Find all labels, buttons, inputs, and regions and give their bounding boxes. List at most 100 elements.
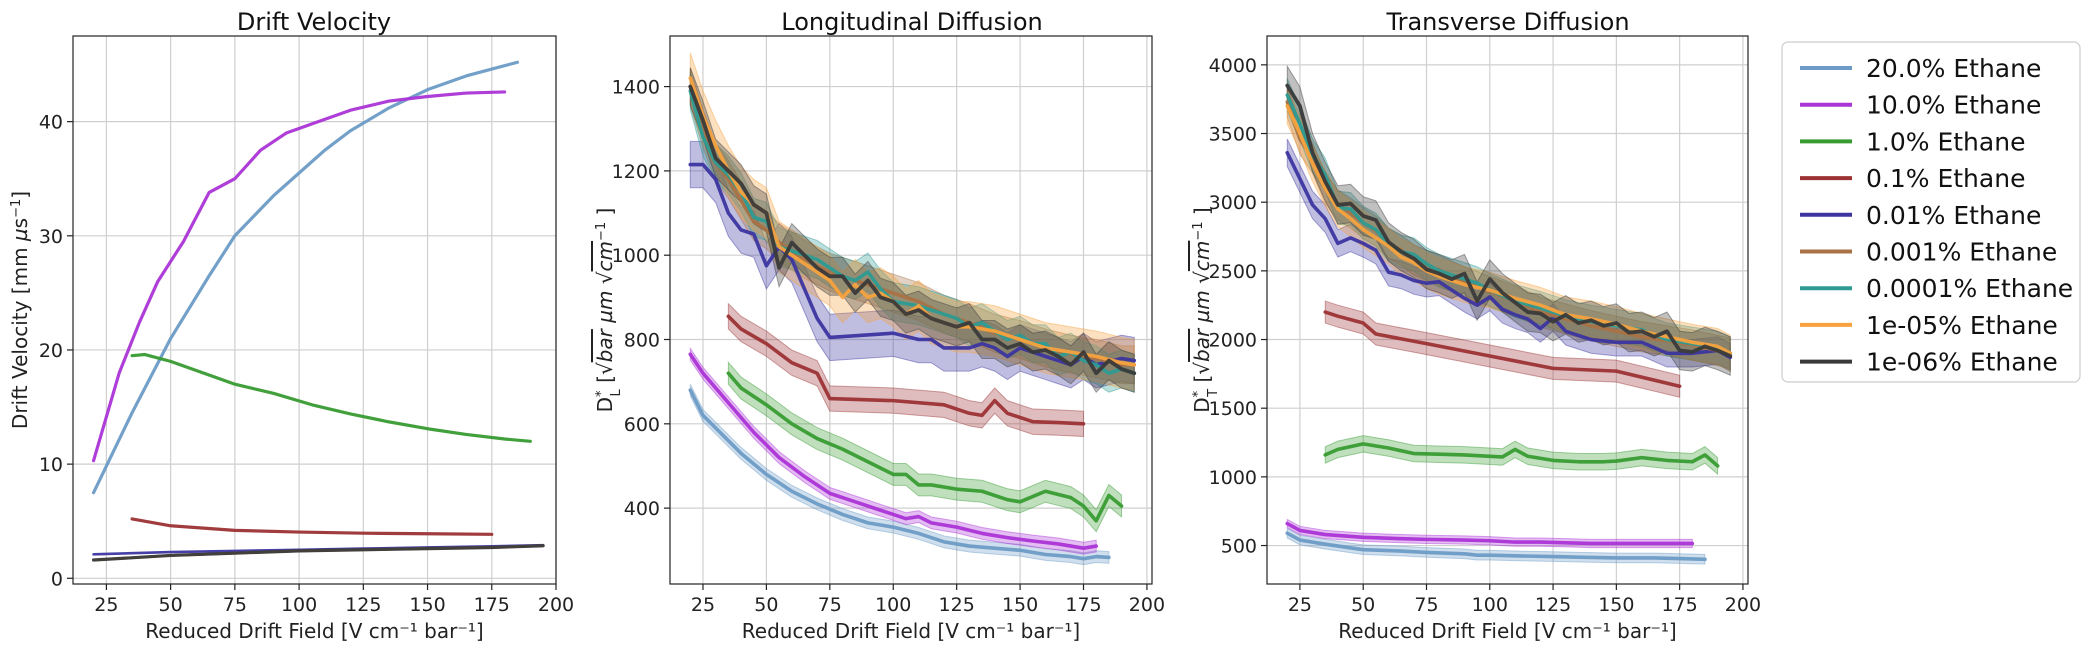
x-tick-label: 75 <box>223 594 247 616</box>
panel-transverse-diffusion: Transverse Diffusion 25 50 75 100 125 150 175 2… <box>1190 8 1761 643</box>
y-tick-label: 2000 <box>1209 330 1257 352</box>
y-tick-label: 20 <box>39 340 63 362</box>
x-tick-label: 50 <box>754 594 778 616</box>
y-axis-label-sub: L <box>609 388 624 396</box>
y-tick-label: 30 <box>39 226 63 248</box>
series-line-20-0-ethane <box>1285 531 1707 562</box>
y-axis-label-close: ] <box>8 191 32 199</box>
series-line-0-1-ethane <box>1323 310 1682 389</box>
y-axis-label: D*T [√bar µm √cm−1 ] <box>1190 207 1221 412</box>
x-tick-label: 175 <box>474 594 510 616</box>
y-axis-label-close: ] <box>593 208 617 222</box>
legend-label: 0.0001% Ethane <box>1866 274 2073 303</box>
x-axis-label: Reduced Drift Field [V cm⁻¹ bar⁻¹] <box>742 619 1080 643</box>
series-line-0-01-ethane <box>1285 150 1733 360</box>
series-lines <box>91 60 545 562</box>
y-tick-label: 3000 <box>1209 192 1257 214</box>
x-tick-label: 75 <box>818 594 842 616</box>
y-tick-label: 1200 <box>612 161 660 183</box>
series-line-1e-06-ethane <box>1285 83 1733 358</box>
series-lines <box>1285 83 1733 562</box>
axes-frame <box>1266 35 1749 585</box>
ticks: 25 50 75 100 125 150 175 200 400 600 800 1000 1200 14… <box>612 77 1165 616</box>
y-tick-label: 800 <box>624 330 660 352</box>
series-line-1e-06-ethane <box>91 544 545 562</box>
panel-title: Longitudinal Diffusion <box>781 8 1042 36</box>
legend-label: 0.01% Ethane <box>1866 201 2041 230</box>
y-axis-label-exp: −1 <box>1191 221 1206 240</box>
error-band-0-001-ethane <box>689 67 1135 385</box>
legend-label: 0.1% Ethane <box>1866 164 2025 193</box>
series-lines <box>688 76 1137 561</box>
series-line-1e-06-ethane <box>688 84 1137 376</box>
y-tick-label: 4000 <box>1209 55 1257 77</box>
y-tick-label: 2500 <box>1209 261 1257 283</box>
y-axis-label-bar: bar <box>593 327 617 362</box>
y-axis-label-um: µm √ <box>593 271 617 329</box>
y-axis-label-cm: cm <box>593 241 617 271</box>
y-tick-label: 10 <box>39 454 63 476</box>
x-tick-label: 100 <box>281 594 317 616</box>
legend-label: 10.0% Ethane <box>1866 91 2041 120</box>
y-tick-label: 1000 <box>612 245 660 267</box>
legend-box <box>1781 41 2081 383</box>
y-tick-label: 3500 <box>1209 124 1257 146</box>
y-axis-label: Drift Velocity [mm µs−1] <box>8 191 32 429</box>
y-axis-label-d: D <box>593 397 617 412</box>
x-axis-label: Reduced Drift Field [V cm⁻¹ bar⁻¹] <box>145 619 483 643</box>
panel-title: Drift Velocity <box>237 8 391 36</box>
y-axis-label-sub: T <box>1206 389 1221 398</box>
y-axis-label-exp: −1 <box>9 199 24 218</box>
x-tick-label: 125 <box>1535 594 1571 616</box>
y-tick-label: 600 <box>624 414 660 436</box>
series-line-10-0-ethane <box>91 90 507 463</box>
error-band-0-1-ethane <box>1324 300 1681 398</box>
x-tick-label: 50 <box>159 594 183 616</box>
y-tick-label: 1400 <box>612 77 660 99</box>
series-line-0-0001-ethane <box>688 89 1137 376</box>
series-line-0-01-ethane <box>688 162 1137 367</box>
error-band-1-0-ethane <box>1324 435 1719 476</box>
y-tick-label: 1000 <box>1209 467 1257 489</box>
series-line-1-0-ethane <box>1323 442 1720 468</box>
legend-label: 1.0% Ethane <box>1866 127 2025 156</box>
x-tick-label: 200 <box>1725 594 1761 616</box>
x-tick-label: 125 <box>345 594 381 616</box>
legend-label: 0.001% Ethane <box>1866 238 2057 267</box>
series-line-20-0-ethane <box>688 388 1111 561</box>
y-tick-label: 1500 <box>1209 398 1257 420</box>
axes-frame <box>669 35 1153 585</box>
y-tick-label: 40 <box>39 112 63 134</box>
series-line-0-1-ethane <box>130 517 494 536</box>
series-line-20-0-ethane <box>91 60 520 495</box>
x-axis-label: Reduced Drift Field [V cm⁻¹ bar⁻¹] <box>1338 619 1676 643</box>
panel-longitudinal-diffusion: Longitudinal Diffusion 25 50 75 100 125 150 17… <box>593 8 1165 643</box>
y-axis-label-um: µm √ <box>1190 271 1214 329</box>
x-tick-label: 150 <box>1598 594 1634 616</box>
error-band-1-0-ethane <box>727 360 1123 533</box>
x-tick-label: 100 <box>1472 594 1508 616</box>
ticks: 25 50 75 100 125 150 175 200 0 10 20 30 40 <box>39 112 574 616</box>
x-tick-label: 200 <box>538 594 574 616</box>
panel-drift-velocity: Drift Velocity 25 50 75 100 125 150 175 2000102… <box>8 8 574 643</box>
legend-label: 1e-06% Ethane <box>1866 348 2058 377</box>
y-axis-label-star: * <box>1191 390 1206 397</box>
y-axis-label-unit: s <box>8 218 32 228</box>
x-tick-label: 50 <box>1351 594 1375 616</box>
x-tick-label: 175 <box>1662 594 1698 616</box>
y-axis-label-d: D <box>1190 397 1214 412</box>
x-tick-label: 25 <box>94 594 118 616</box>
legend-label: 20.0% Ethane <box>1866 54 2041 83</box>
error-band-0-01-ethane <box>1286 138 1731 372</box>
error-band-20-0-ethane <box>1286 527 1706 565</box>
y-axis-label-rest: [√ <box>593 362 617 389</box>
ticks: 25 50 75 100 125 150 175 200 500 1000 1500 2000 2500… <box>1209 55 1761 616</box>
x-tick-label: 150 <box>1002 594 1038 616</box>
grid <box>670 36 1152 584</box>
y-axis-label: D*L [√bar µm √cm−1 ] <box>593 208 624 413</box>
series-line-10-0-ethane <box>1285 521 1695 546</box>
x-tick-label: 175 <box>1065 594 1101 616</box>
y-axis-label-mu: µ <box>8 228 32 242</box>
y-tick-label: 500 <box>1221 536 1257 558</box>
